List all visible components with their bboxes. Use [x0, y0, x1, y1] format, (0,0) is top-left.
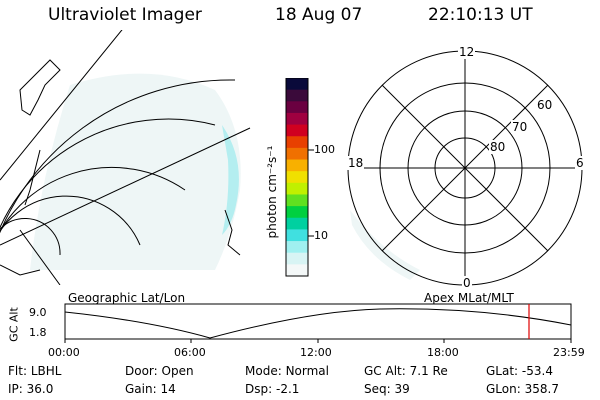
aurora-glow	[30, 73, 241, 270]
mlat-label-80: 80	[489, 140, 507, 154]
colorbar-segment	[286, 124, 308, 137]
altitude-tick-max: 9.0	[29, 306, 47, 319]
colorbar-segment	[286, 112, 308, 126]
altitude-curve	[64, 308, 572, 339]
altitude-tick-min: 1.8	[29, 326, 47, 339]
colorbar-segment	[286, 147, 308, 161]
status-glat: GLat: -53.4	[486, 364, 553, 378]
aurora-oval-edge	[222, 125, 239, 235]
status-dsp: Dsp: -2.1	[245, 382, 300, 396]
colorbar-unit: photon cm⁻²s⁻¹	[265, 145, 279, 239]
colorbar-segment	[286, 264, 308, 277]
time-tick-1800: 18:00	[427, 346, 459, 359]
altitude-axis-label: GC Alt	[7, 307, 21, 342]
colorbar-segment	[286, 159, 308, 172]
colorbar-segment	[286, 171, 308, 184]
time-tick-1200: 12:00	[300, 346, 332, 359]
colorbar-segment	[286, 252, 308, 265]
colorbar-segment	[286, 182, 308, 195]
observation-date: 18 Aug 07	[275, 5, 363, 25]
polar-aurora-glow	[350, 210, 420, 280]
polar-panel-label: Apex MLat/MLT	[424, 291, 514, 305]
status-ip: IP: 36.0	[8, 382, 54, 396]
mlt-label-18: 18	[347, 156, 365, 170]
polar-plot	[347, 50, 583, 286]
colorbar-segment	[286, 217, 308, 230]
status-glon: GLon: 358.7	[486, 382, 559, 396]
colorbar-segment	[286, 101, 308, 114]
instrument-title: Ultraviolet Imager	[48, 5, 202, 25]
time-tick-2359: 23:59	[553, 346, 585, 359]
status-mode: Mode: Normal	[245, 364, 329, 378]
colorbar-segment	[286, 206, 308, 219]
colorbar-tick-100: 100	[314, 143, 335, 156]
time-tick-0600: 06:00	[174, 346, 206, 359]
colorbar-segment	[286, 89, 308, 102]
colorbar	[285, 78, 314, 277]
geographic-map	[0, 30, 251, 285]
observation-time: 22:10:13 UT	[428, 5, 533, 25]
colorbar-segment	[286, 229, 308, 242]
colorbar-segment	[286, 241, 308, 254]
status-door: Door: Open	[125, 364, 194, 378]
status-filter: Flt: LBHL	[8, 364, 62, 378]
colorbar-segment	[286, 78, 308, 91]
colorbar-segment	[286, 194, 308, 207]
mlat-label-70: 70	[511, 120, 529, 134]
colorbar-segment	[286, 136, 308, 149]
mlt-label-12: 12	[458, 45, 476, 59]
mlt-label-0: 0	[462, 276, 472, 290]
time-tick-0000: 00:00	[48, 346, 80, 359]
status-gain: Gain: 14	[125, 382, 176, 396]
status-gc-alt: GC Alt: 7.1 Re	[364, 364, 448, 378]
status-seq: Seq: 39	[364, 382, 410, 396]
colorbar-tick-10: 10	[314, 229, 328, 242]
mlt-label-6: 6	[575, 156, 585, 170]
altitude-plot	[64, 303, 572, 343]
map-panel-label: Geographic Lat/Lon	[68, 291, 186, 305]
mlat-label-60: 60	[536, 98, 554, 112]
